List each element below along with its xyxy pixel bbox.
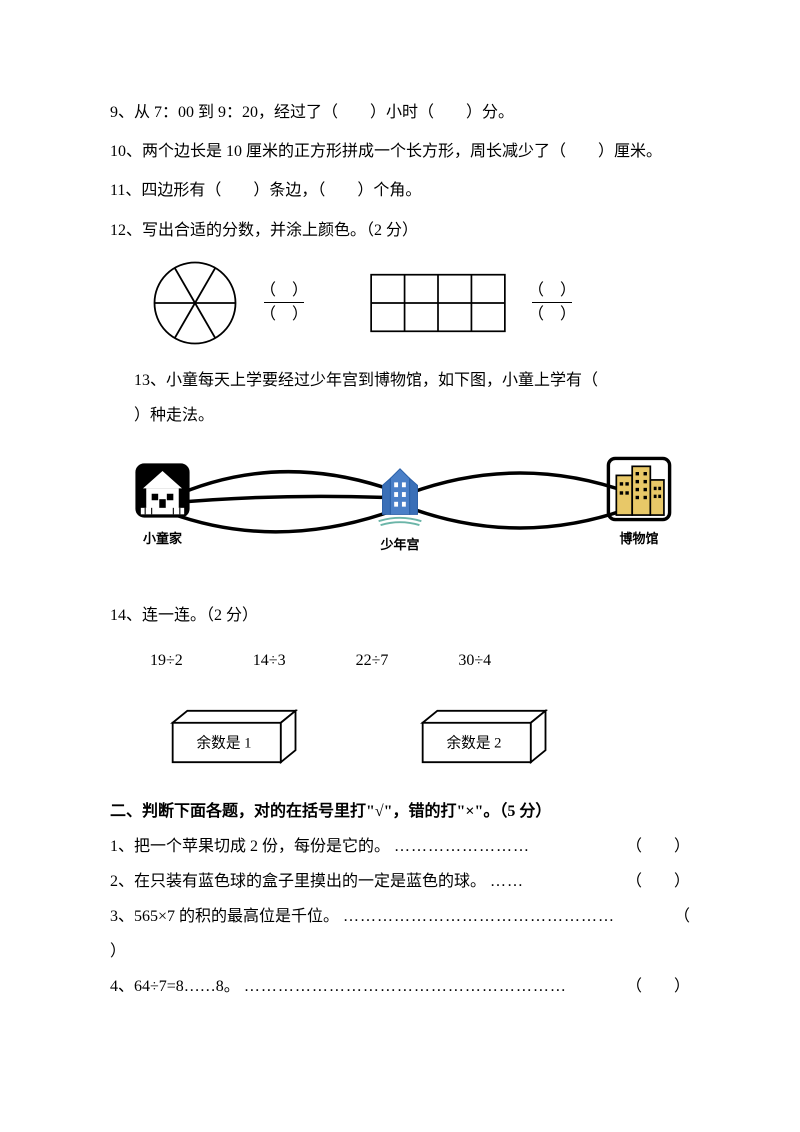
judge-1: 1、把一个苹果切成 2 份，每份是它的。 …………………… （ ） (110, 829, 690, 864)
judge-3-close[interactable]: ） (110, 934, 690, 969)
house-icon (130, 458, 195, 523)
museum-icon (605, 455, 673, 523)
judge-3-text: 3、565×7 的积的最高位是千位。 (110, 899, 339, 934)
judge-1-text: 1、把一个苹果切成 2 份，每份是它的。 (110, 829, 390, 864)
judge-bracket[interactable]: （ ） (626, 829, 690, 864)
dots: …………………… (390, 829, 626, 864)
fraction-blank-1: （ ） （ ） (260, 281, 308, 324)
judge-3: 3、565×7 的积的最高位是千位。 ………………………………………… （ ） (110, 899, 690, 969)
question-11: 11、四边形有（ ）条边，（ ）个角。 (110, 173, 690, 208)
expr-3: 22÷7 (356, 643, 389, 678)
fraction-blank-2: （ ） （ ） (528, 281, 576, 324)
question-13: 13、小童每天上学要经过少年宫到博物馆，如下图，小童上学有（ ）种走法。 (110, 363, 690, 433)
fraction-numerator[interactable]: （ ） (528, 281, 576, 300)
judge-bracket[interactable]: （ ） (626, 864, 690, 899)
box-remainder-1: 余数是 1 (170, 709, 300, 764)
question-9: 9、从 7：00 到 9：20，经过了（ ）小时（ ）分。 (110, 95, 690, 130)
node-home: 小童家 (130, 458, 195, 554)
q14-answer-boxes: 余数是 1 余数是 2 (170, 709, 690, 764)
judge-2-text: 2、在只装有蓝色球的盒子里摸出的一定是蓝色的球。 (110, 864, 486, 899)
fraction-denominator[interactable]: （ ） (528, 305, 576, 324)
fraction-numerator[interactable]: （ ） (260, 281, 308, 300)
judge-4-text: 4、64÷7=8……8。 (110, 969, 240, 1004)
section-2-title: 二、判断下面各题，对的在括号里打"√"，错的打"×"。（5 分） (110, 794, 690, 829)
node-museum: 博物馆 (605, 455, 673, 554)
svg-text:余数是 2: 余数是 2 (447, 733, 502, 751)
svg-text:余数是 1: 余数是 1 (197, 733, 252, 751)
q13-path-diagram: 小童家 少年宫 (110, 443, 690, 578)
box-remainder-2: 余数是 2 (420, 709, 550, 764)
question-12: 12、写出合适的分数，并涂上颜色。（2 分） (110, 213, 690, 248)
expr-2: 14÷3 (253, 643, 286, 678)
dots: ………………………………………… (339, 899, 674, 934)
judge-open-paren: （ (674, 899, 690, 934)
q12-figures-row: （ ） （ ） （ ） （ ） (150, 258, 690, 348)
question-10: 10、两个边长是 10 厘米的正方形拼成一个长方形，周长减少了（ ）厘米。 (110, 134, 690, 169)
q13-text-a: 13、小童每天上学要经过少年宫到博物馆，如下图，小童上学有（ (134, 372, 598, 389)
expr-4: 30÷4 (458, 643, 491, 678)
fraction-line (264, 302, 304, 303)
palace-icon (370, 461, 430, 529)
node-palace-label: 少年宫 (380, 531, 419, 560)
node-museum-label: 博物馆 (619, 525, 658, 554)
rect-grid-icon (368, 273, 508, 333)
q14-expressions: 19÷2 14÷3 22÷7 30÷4 (150, 643, 690, 678)
node-palace: 少年宫 (370, 461, 430, 560)
judge-4: 4、64÷7=8……8。 ………………………………………………… （ ） (110, 969, 690, 1004)
fraction-denominator[interactable]: （ ） (260, 305, 308, 324)
dots: ………………………………………………… (240, 969, 626, 1004)
node-home-label: 小童家 (143, 525, 182, 554)
pie-circle-icon (150, 258, 240, 348)
expr-1: 19÷2 (150, 643, 183, 678)
fraction-line (532, 302, 572, 303)
dots: …… (486, 864, 626, 899)
question-14: 14、连一连。（2 分） (110, 598, 690, 633)
judge-bracket[interactable]: （ ） (626, 969, 690, 1004)
judge-2: 2、在只装有蓝色球的盒子里摸出的一定是蓝色的球。 …… （ ） (110, 864, 690, 899)
q13-text-b: ）种走法。 (134, 407, 214, 424)
